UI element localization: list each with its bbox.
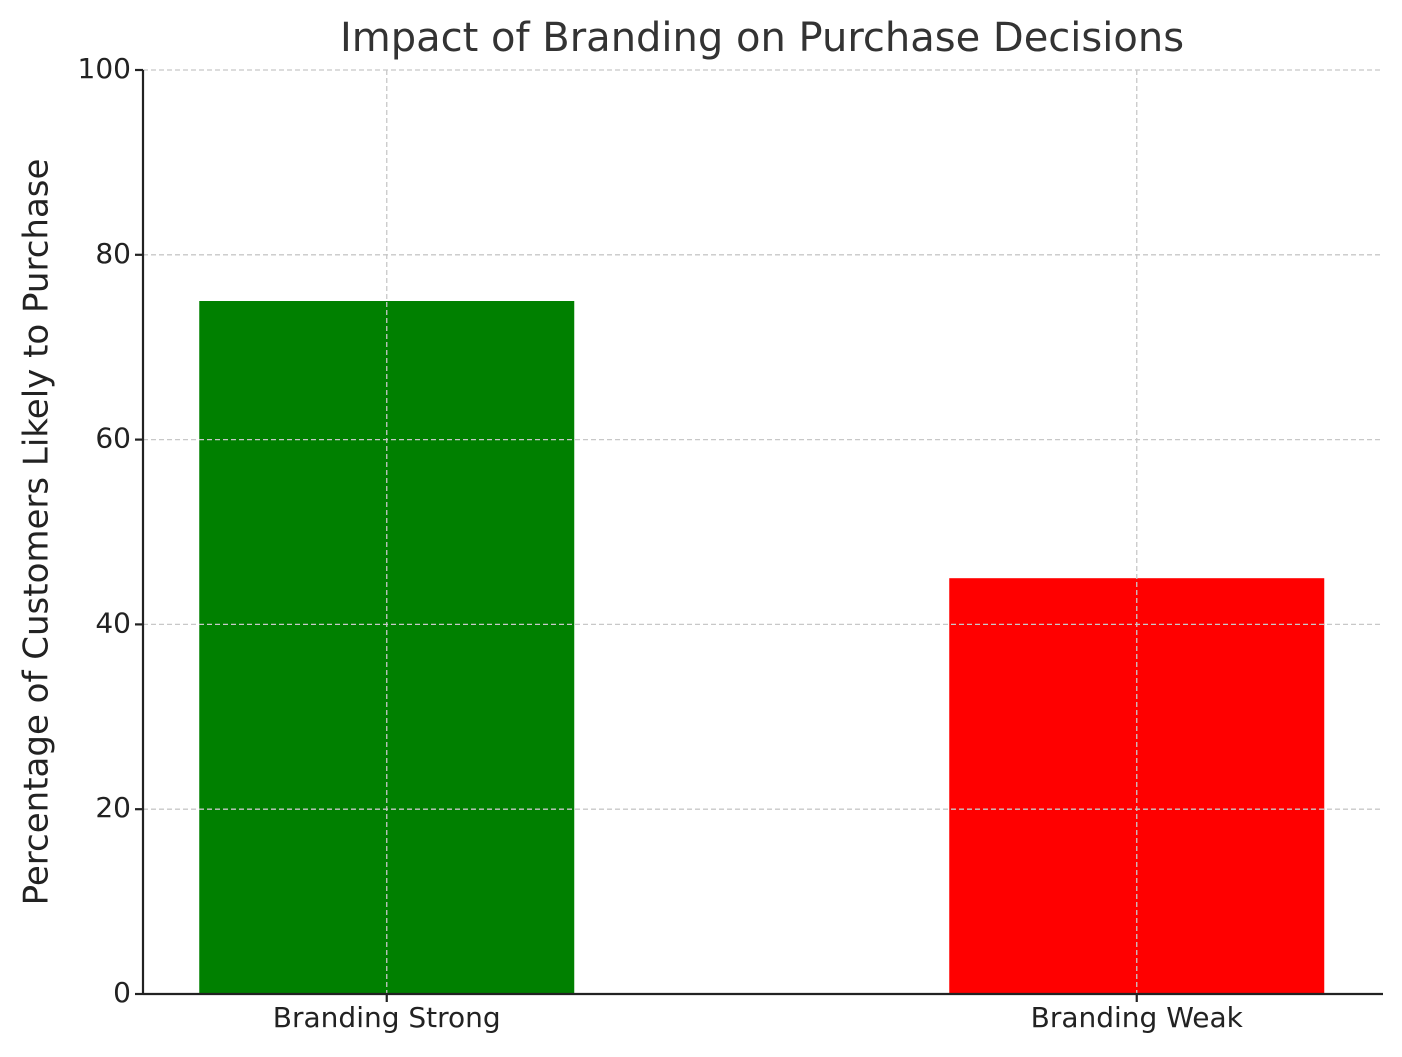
y-tick-label: 0 [113, 976, 131, 1009]
x-tick-label: Branding Strong [273, 1001, 501, 1034]
y-tick-label: 20 [95, 791, 131, 824]
y-tick-label: 60 [95, 422, 131, 455]
x-tick-label: Branding Weak [1031, 1001, 1244, 1034]
y-axis-label: Percentage of Customers Likely to Purcha… [17, 159, 57, 906]
chart-title: Impact of Branding on Purchase Decisions [340, 15, 1184, 61]
y-tick-label: 40 [95, 606, 131, 639]
y-tick-label: 80 [95, 237, 131, 270]
y-tick-label: 100 [78, 52, 131, 85]
